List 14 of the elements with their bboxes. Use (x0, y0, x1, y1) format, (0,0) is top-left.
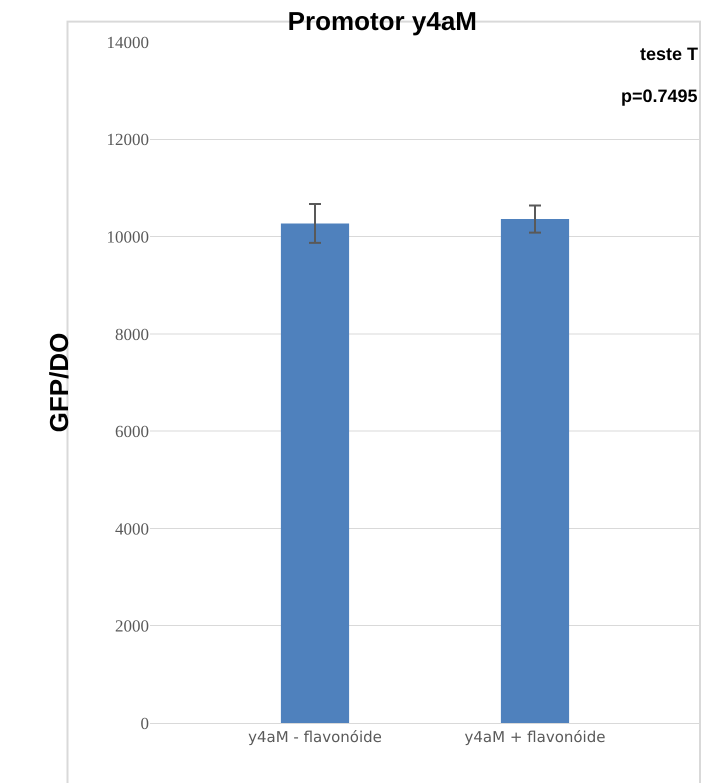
y-tick-label: 2000 (115, 616, 149, 636)
y-tick-label: 12000 (106, 130, 149, 150)
y-tick-label: 0 (140, 714, 149, 733)
chart-title: Promotor y4aM (288, 6, 477, 36)
y-tick-label: 14000 (106, 32, 149, 52)
y-tick-label: 4000 (115, 519, 149, 538)
y-tick-label: 10000 (106, 228, 149, 247)
x-tick-label: y4aM + flavonóide (464, 728, 606, 746)
annotation: p=0.7495 (621, 86, 698, 106)
x-tick-label: y4aM - flavonóide (248, 728, 382, 746)
y-tick-label: 6000 (115, 422, 149, 442)
y-axis-title: GFP/DO (44, 332, 74, 432)
annotation: teste T (640, 44, 698, 64)
y-tick-label: 8000 (115, 324, 149, 344)
